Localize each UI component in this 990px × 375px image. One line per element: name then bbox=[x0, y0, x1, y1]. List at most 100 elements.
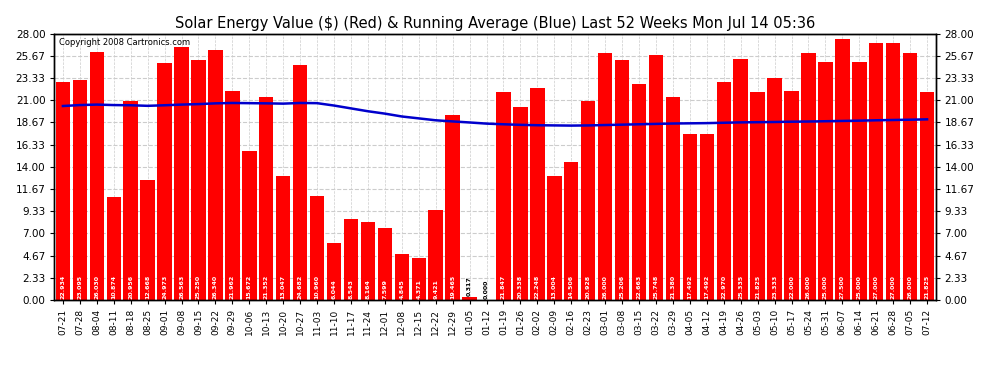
Text: 13.047: 13.047 bbox=[281, 274, 286, 298]
Text: 21.825: 21.825 bbox=[925, 274, 930, 298]
Text: 14.506: 14.506 bbox=[568, 274, 574, 298]
Text: 15.672: 15.672 bbox=[247, 274, 251, 298]
Text: 19.465: 19.465 bbox=[450, 274, 455, 298]
Bar bbox=[377, 228, 392, 300]
Text: 22.248: 22.248 bbox=[535, 274, 540, 298]
Bar bbox=[784, 91, 799, 300]
Text: 21.825: 21.825 bbox=[755, 274, 760, 298]
Text: 23.095: 23.095 bbox=[77, 274, 82, 298]
Text: 21.962: 21.962 bbox=[230, 274, 235, 298]
Text: 27.000: 27.000 bbox=[891, 275, 896, 298]
Text: 10.960: 10.960 bbox=[315, 274, 320, 298]
Text: 13.004: 13.004 bbox=[551, 274, 556, 298]
Text: 22.000: 22.000 bbox=[789, 275, 794, 298]
Bar bbox=[801, 53, 816, 300]
Text: 26.030: 26.030 bbox=[94, 274, 99, 298]
Bar bbox=[581, 101, 595, 300]
Bar bbox=[683, 134, 697, 300]
Bar bbox=[429, 210, 443, 300]
Bar bbox=[395, 254, 409, 300]
Bar bbox=[665, 97, 680, 300]
Bar bbox=[547, 176, 561, 300]
Bar bbox=[632, 84, 646, 300]
Bar bbox=[90, 53, 104, 300]
Bar bbox=[225, 91, 240, 300]
Text: 26.563: 26.563 bbox=[179, 274, 184, 298]
Bar bbox=[462, 297, 477, 300]
Text: 8.164: 8.164 bbox=[365, 279, 370, 298]
Bar bbox=[72, 80, 87, 300]
Text: 4.845: 4.845 bbox=[399, 279, 404, 298]
Text: 24.682: 24.682 bbox=[298, 274, 303, 298]
Text: 0.317: 0.317 bbox=[467, 276, 472, 296]
Bar bbox=[243, 151, 256, 300]
Bar bbox=[327, 243, 342, 300]
Bar bbox=[208, 50, 223, 300]
Text: Copyright 2008 Cartronics.com: Copyright 2008 Cartronics.com bbox=[58, 38, 190, 47]
Bar bbox=[920, 93, 935, 300]
Text: 9.421: 9.421 bbox=[434, 279, 439, 298]
Bar bbox=[174, 47, 189, 300]
Bar bbox=[344, 219, 358, 300]
Bar bbox=[55, 82, 70, 300]
Text: 25.000: 25.000 bbox=[823, 275, 828, 298]
Bar bbox=[157, 63, 172, 300]
Text: 24.973: 24.973 bbox=[162, 274, 167, 298]
Bar bbox=[818, 62, 833, 300]
Bar bbox=[767, 78, 782, 300]
Bar bbox=[852, 62, 866, 300]
Bar bbox=[734, 59, 747, 300]
Bar bbox=[836, 39, 849, 300]
Bar bbox=[886, 43, 900, 300]
Text: 25.206: 25.206 bbox=[620, 274, 625, 298]
Bar bbox=[446, 115, 459, 300]
Text: 25.000: 25.000 bbox=[856, 275, 862, 298]
Bar bbox=[107, 196, 121, 300]
Bar bbox=[700, 134, 714, 300]
Text: 0.000: 0.000 bbox=[484, 280, 489, 299]
Bar bbox=[513, 106, 528, 300]
Text: 25.250: 25.250 bbox=[196, 274, 201, 298]
Text: 27.500: 27.500 bbox=[840, 274, 844, 298]
Text: 26.340: 26.340 bbox=[213, 274, 218, 298]
Text: 12.668: 12.668 bbox=[146, 274, 150, 298]
Bar bbox=[293, 65, 307, 300]
Text: 22.663: 22.663 bbox=[637, 274, 642, 298]
Text: 20.928: 20.928 bbox=[586, 274, 591, 298]
Bar bbox=[412, 258, 426, 300]
Bar bbox=[903, 53, 918, 300]
Text: 26.000: 26.000 bbox=[603, 275, 608, 298]
Bar bbox=[360, 222, 375, 300]
Text: 26.000: 26.000 bbox=[908, 275, 913, 298]
Text: 25.335: 25.335 bbox=[739, 274, 743, 298]
Bar bbox=[276, 176, 290, 300]
Text: 10.874: 10.874 bbox=[111, 274, 116, 298]
Text: 25.748: 25.748 bbox=[653, 274, 658, 298]
Text: 6.044: 6.044 bbox=[332, 279, 337, 298]
Bar bbox=[259, 97, 273, 300]
Bar bbox=[531, 88, 544, 300]
Bar bbox=[869, 43, 883, 300]
Bar bbox=[310, 196, 325, 300]
Text: 21.380: 21.380 bbox=[670, 274, 675, 298]
Text: 7.599: 7.599 bbox=[382, 279, 387, 298]
Text: 4.371: 4.371 bbox=[416, 279, 422, 298]
Bar bbox=[141, 180, 154, 300]
Bar bbox=[750, 93, 765, 300]
Text: 8.543: 8.543 bbox=[348, 279, 353, 298]
Text: 22.934: 22.934 bbox=[60, 274, 65, 298]
Text: 20.338: 20.338 bbox=[518, 274, 523, 298]
Bar bbox=[598, 53, 613, 300]
Bar bbox=[124, 101, 138, 300]
Text: 27.000: 27.000 bbox=[874, 275, 879, 298]
Text: 17.492: 17.492 bbox=[704, 274, 709, 298]
Bar bbox=[717, 82, 731, 300]
Text: 21.847: 21.847 bbox=[501, 274, 506, 298]
Bar bbox=[496, 92, 511, 300]
Bar bbox=[564, 162, 578, 300]
Text: 17.492: 17.492 bbox=[687, 274, 692, 298]
Text: 26.000: 26.000 bbox=[806, 275, 811, 298]
Bar bbox=[191, 60, 206, 300]
Bar bbox=[615, 60, 630, 300]
Text: 21.352: 21.352 bbox=[263, 274, 268, 298]
